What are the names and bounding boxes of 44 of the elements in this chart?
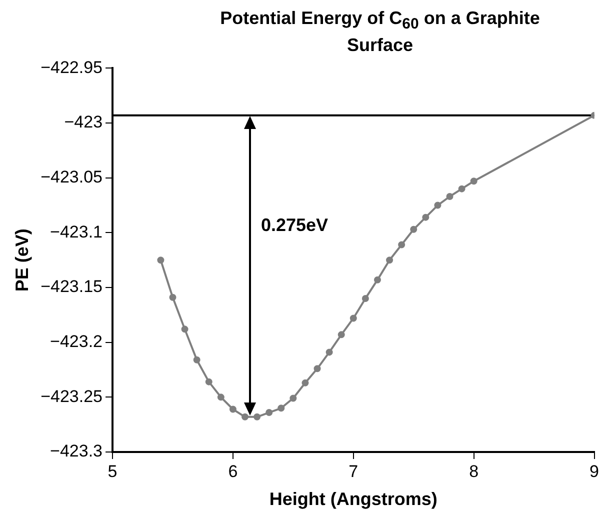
point: [314, 364, 321, 372]
point: [302, 379, 309, 386]
point: [434, 201, 442, 208]
point: [470, 177, 478, 184]
y-tick-label: −422.95: [40, 57, 103, 76]
point: [338, 330, 345, 338]
x-tick-label: 9: [590, 461, 600, 480]
point: [458, 184, 466, 192]
point: [242, 413, 249, 420]
point: [193, 356, 200, 363]
y-tick-label: −423.05: [40, 167, 103, 186]
point: [326, 348, 333, 356]
x-axis-title: Height (Angstroms): [269, 488, 438, 509]
y-tick-label: −423.25: [40, 386, 103, 406]
y-tick-label: −423: [64, 112, 103, 132]
point: [350, 314, 357, 322]
y-axis-title: PE (eV): [12, 228, 32, 292]
x-tick-label: 5: [108, 461, 118, 480]
point: [386, 256, 394, 264]
y-tick-label: −423.1: [50, 222, 103, 241]
chart-title: Potential Energy of C$_{60}$ on a Graphite Surface: [219, 8, 541, 55]
point: [217, 393, 224, 400]
point: [422, 213, 430, 220]
point: [254, 413, 261, 420]
point: [169, 293, 176, 300]
point: [266, 408, 273, 416]
point: [362, 294, 369, 302]
x-tick-label: 7: [348, 461, 358, 480]
point: [229, 405, 236, 412]
point: [374, 276, 381, 283]
annotation: 0.275eV: [261, 214, 328, 235]
point: [446, 192, 454, 200]
point: [290, 394, 297, 402]
point: [398, 240, 406, 248]
point: [181, 325, 188, 332]
x-tick-label: 8: [469, 461, 479, 480]
point: [157, 256, 164, 264]
point: [278, 404, 285, 412]
x-tick-label: 6: [228, 461, 238, 480]
point: [205, 378, 212, 385]
point: [410, 225, 418, 232]
y-tick-label: −423.2: [50, 332, 103, 351]
y-tick-label: −423.15: [40, 276, 103, 296]
y-tick-label: −423.3: [50, 441, 103, 460]
